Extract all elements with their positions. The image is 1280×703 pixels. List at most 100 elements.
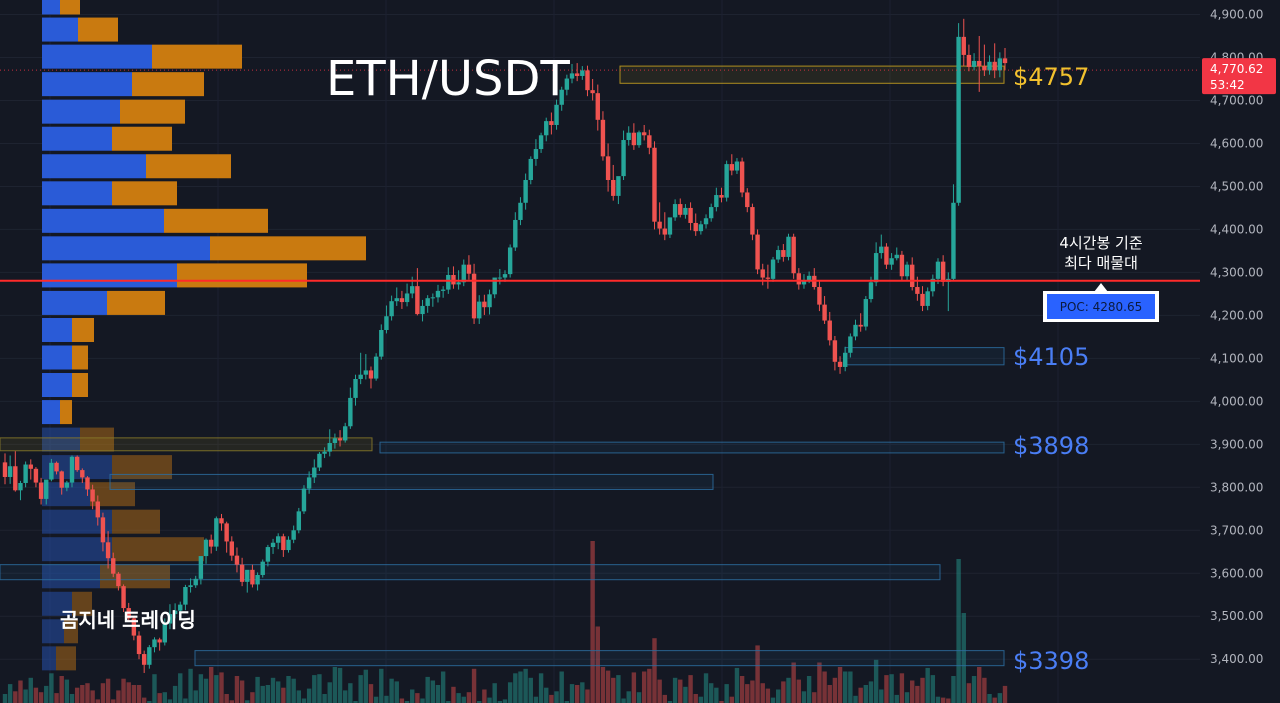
candle-body[interactable] (373, 356, 379, 379)
candle-body[interactable] (889, 258, 894, 265)
candle-body[interactable] (858, 324, 863, 327)
candle-body[interactable] (74, 456, 80, 471)
candle-body[interactable] (348, 397, 353, 427)
candle-body[interactable] (49, 462, 54, 480)
candle-body[interactable] (621, 140, 626, 177)
candle-body[interactable] (554, 104, 559, 125)
candle-body[interactable] (781, 250, 786, 257)
candle-body[interactable] (239, 564, 245, 582)
candle-body[interactable] (152, 639, 157, 648)
candle-body[interactable] (270, 542, 276, 548)
candle-body[interactable] (977, 60, 982, 67)
candle-body[interactable] (791, 236, 796, 274)
candle-body[interactable] (657, 221, 662, 229)
candle-body[interactable] (353, 378, 358, 398)
candle-body[interactable] (2, 462, 8, 477)
candle-body[interactable] (739, 161, 745, 193)
candle-body[interactable] (935, 261, 941, 279)
candle-body[interactable] (714, 195, 719, 208)
candle-body[interactable] (863, 299, 869, 327)
candle-body[interactable] (971, 60, 977, 67)
candle-body[interactable] (765, 277, 771, 279)
candle-body[interactable] (879, 246, 884, 254)
candle-body[interactable] (399, 298, 405, 303)
candle-body[interactable] (693, 222, 698, 232)
candle-body[interactable] (600, 119, 606, 157)
candle-body[interactable] (770, 259, 776, 279)
candle-body[interactable] (54, 462, 59, 472)
candle-body[interactable] (502, 274, 508, 278)
candle-body[interactable] (214, 518, 219, 547)
candle-body[interactable] (729, 164, 735, 171)
candle-body[interactable] (255, 574, 260, 585)
candle-body[interactable] (147, 647, 152, 665)
candle-body[interactable] (18, 483, 23, 491)
candle-body[interactable] (616, 176, 621, 196)
candle-body[interactable] (306, 477, 312, 489)
candle-body[interactable] (322, 451, 327, 454)
candle-body[interactable] (404, 293, 410, 303)
candle-body[interactable] (745, 192, 750, 208)
candle-body[interactable] (394, 298, 399, 302)
candle-body[interactable] (7, 466, 13, 477)
candle-body[interactable] (760, 269, 765, 278)
candle-body[interactable] (683, 207, 688, 215)
candle-body[interactable] (750, 207, 755, 235)
candle-body[interactable] (477, 301, 482, 319)
candle-body[interactable] (121, 586, 126, 609)
candle-body[interactable] (817, 287, 822, 305)
candle-body[interactable] (822, 304, 827, 321)
candle-body[interactable] (327, 443, 332, 452)
candle-body[interactable] (219, 518, 224, 524)
candle-body[interactable] (533, 149, 539, 159)
candle-body[interactable] (873, 253, 879, 283)
candle-body[interactable] (997, 58, 1003, 71)
candle-body[interactable] (487, 294, 492, 308)
candle-body[interactable] (837, 361, 843, 367)
candle-body[interactable] (930, 278, 936, 292)
candle-body[interactable] (775, 250, 781, 260)
candle-body[interactable] (672, 204, 678, 218)
candle-body[interactable] (966, 54, 972, 67)
candle-body[interactable] (724, 164, 729, 198)
candle-body[interactable] (513, 219, 518, 248)
candle-body[interactable] (827, 320, 832, 341)
candle-body[interactable] (523, 179, 528, 203)
candle-body[interactable] (281, 536, 286, 551)
candle-body[interactable] (368, 370, 374, 379)
candle-body[interactable] (719, 195, 724, 198)
candle-body[interactable] (471, 273, 477, 319)
candle-body[interactable] (518, 202, 523, 220)
candle-body[interactable] (982, 66, 987, 71)
candle-body[interactable] (564, 78, 570, 90)
candle-body[interactable] (461, 264, 466, 283)
candle-body[interactable] (451, 274, 456, 285)
candle-body[interactable] (899, 254, 905, 277)
candle-body[interactable] (440, 289, 446, 291)
candle-body[interactable] (157, 639, 162, 643)
candle-body[interactable] (698, 224, 704, 232)
candle-body[interactable] (116, 573, 121, 587)
candle-body[interactable] (801, 280, 807, 285)
candle-body[interactable] (141, 654, 147, 665)
candle-body[interactable] (507, 247, 513, 275)
candle-body[interactable] (23, 464, 28, 484)
candle-body[interactable] (456, 282, 461, 285)
candle-body[interactable] (915, 287, 920, 294)
candle-body[interactable] (44, 479, 49, 499)
candle-body[interactable] (1002, 58, 1008, 64)
candle-body[interactable] (193, 578, 198, 586)
candle-body[interactable] (528, 158, 533, 180)
candle-body[interactable] (296, 511, 302, 531)
candle-body[interactable] (585, 70, 590, 91)
candle-body[interactable] (358, 374, 363, 379)
candle-body[interactable] (275, 536, 281, 543)
candle-body[interactable] (904, 264, 910, 277)
candle-body[interactable] (425, 298, 430, 306)
candle-body[interactable] (832, 340, 838, 362)
candle-body[interactable] (940, 261, 946, 282)
candle-body[interactable] (379, 329, 384, 357)
candle-body[interactable] (544, 121, 549, 136)
candle-body[interactable] (853, 324, 858, 337)
candle-body[interactable] (961, 36, 966, 55)
